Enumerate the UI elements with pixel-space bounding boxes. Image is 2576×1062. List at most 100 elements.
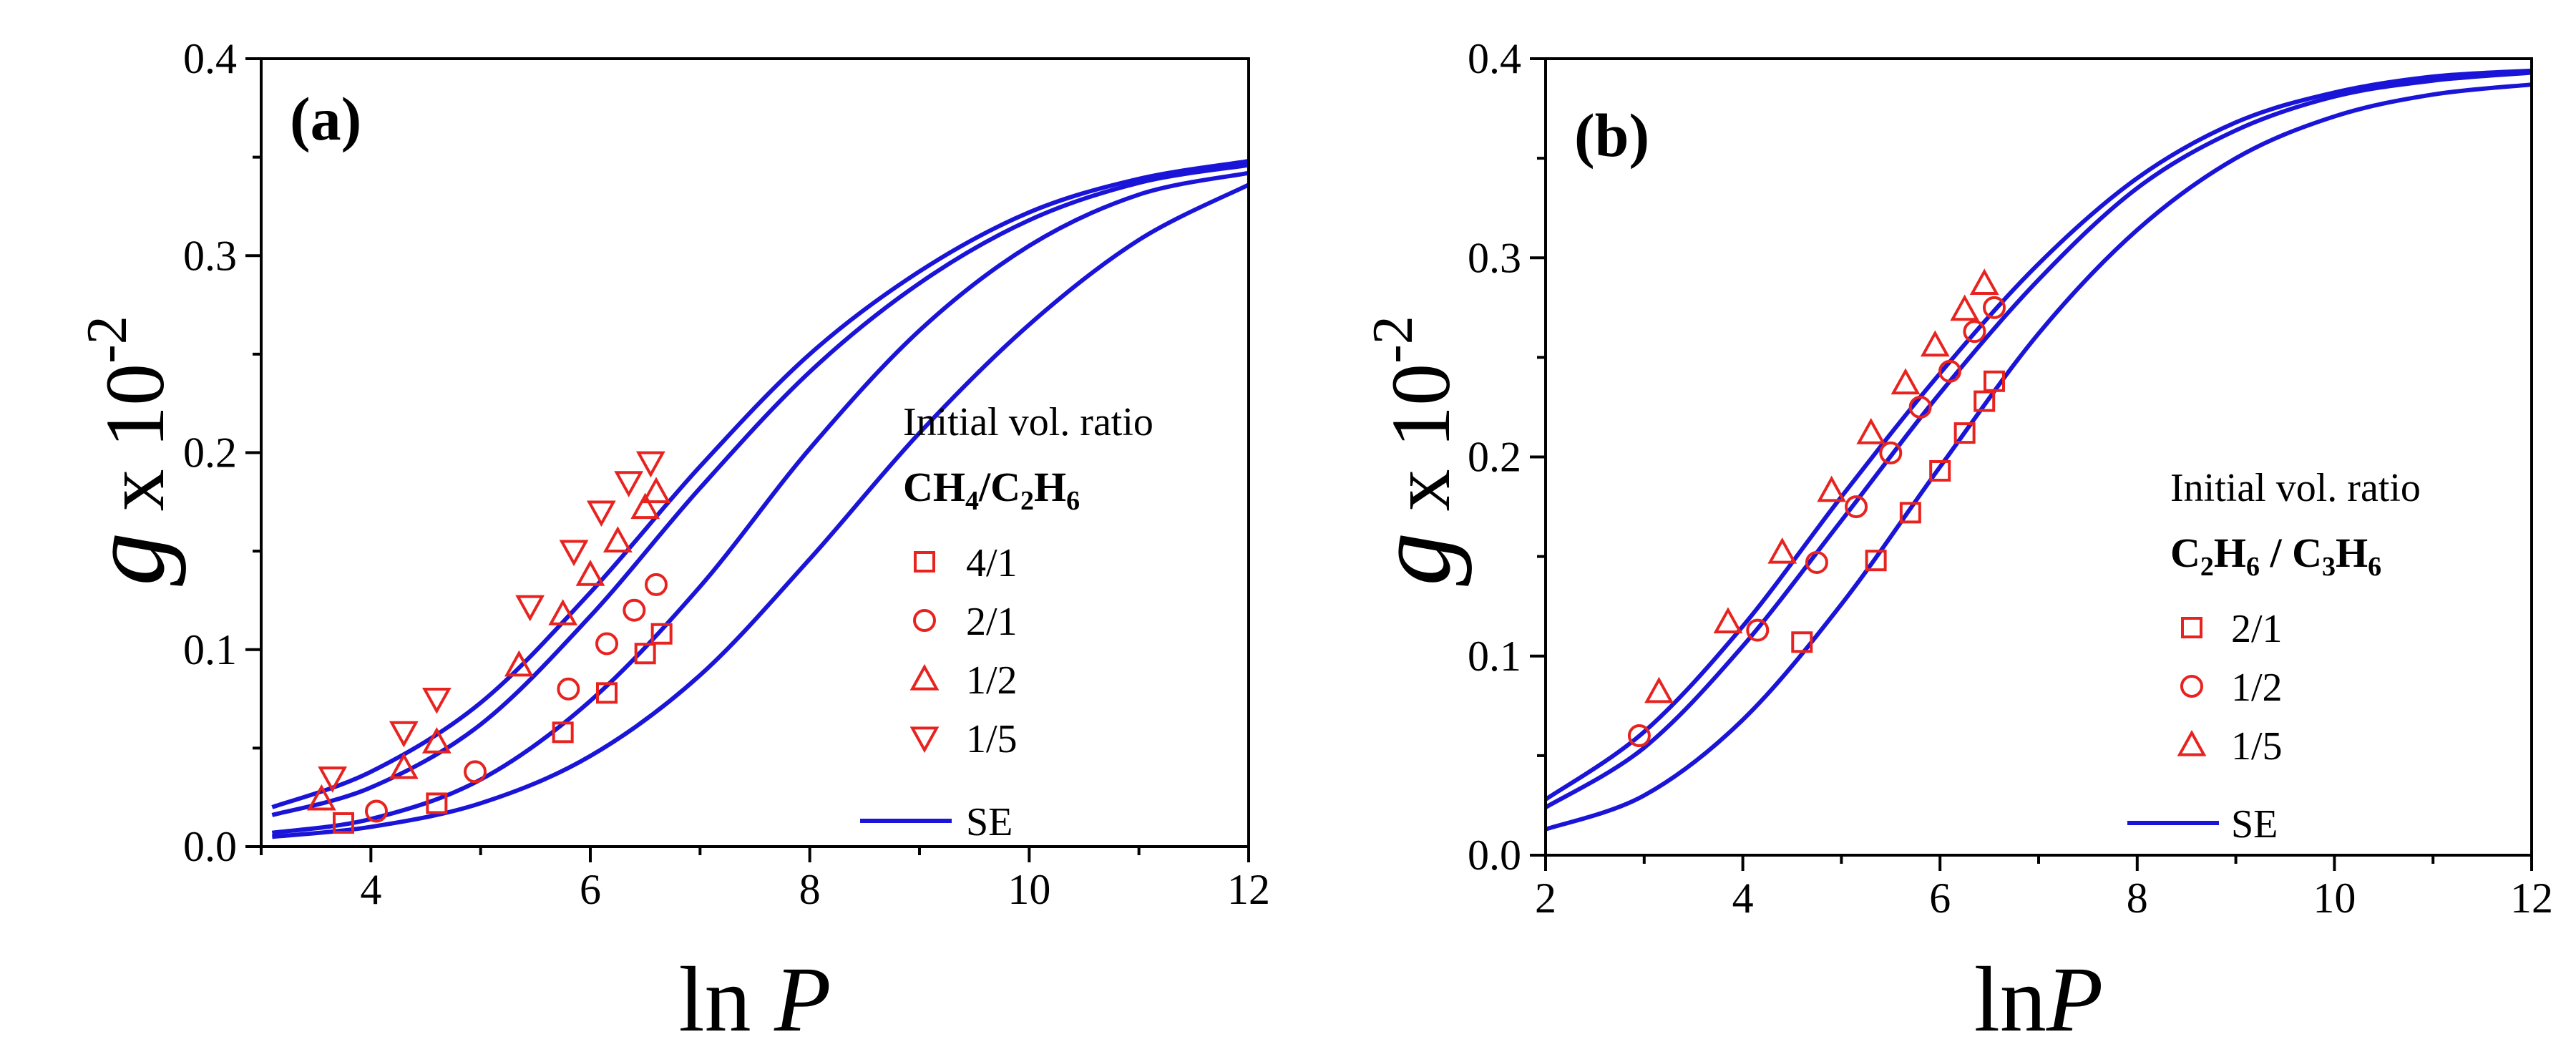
panel-a-legend-symbol-triangle-up xyxy=(909,663,940,691)
panel-a-point-triangle-up xyxy=(306,784,336,811)
panel-a-point-circle xyxy=(557,677,580,701)
panel-a-label: (a) xyxy=(290,84,361,153)
panel-b-point-circle xyxy=(1805,550,1828,574)
panel-b-legend-symbol-square xyxy=(2181,617,2202,638)
panel-a-y-tick-label: 0.4 xyxy=(183,35,237,82)
panel-b-point-triangle-up xyxy=(1920,330,1950,357)
panel-a-point-triangle-up xyxy=(641,477,671,504)
panel-a-y-tick-label: 0.3 xyxy=(183,232,237,279)
panel-b-point-circle xyxy=(1845,495,1868,519)
panel-a-point-triangle-down xyxy=(515,595,545,622)
panel-a-point-triangle-down xyxy=(586,500,616,527)
panel-a-legend-formula: CH4​/C2​H6​ xyxy=(903,464,1080,516)
panel-b-point-square xyxy=(1983,370,2005,392)
panel-a-x-axis-label: ln P xyxy=(678,948,831,1051)
panel-a-point-square xyxy=(650,623,673,645)
panel-a-point-circle xyxy=(623,598,646,622)
panel-b-legend-se-label: SE xyxy=(2231,802,2278,847)
panel-b-x-tick-label: 8 xyxy=(2127,875,2148,922)
panel-a-point-circle xyxy=(365,799,388,823)
panel-a-point-triangle-up xyxy=(548,599,578,625)
panel-b-point-square xyxy=(1953,422,1976,444)
panel-a-point-triangle-down xyxy=(389,721,419,748)
panel-b-point-circle xyxy=(1963,320,1986,344)
panel-b-point-square xyxy=(1899,502,1921,524)
panel-b-x-tick-label: 4 xyxy=(1732,875,1754,922)
panel-b-se-curve-1 xyxy=(1545,82,2532,832)
panel-b-point-triangle-up xyxy=(1644,676,1674,703)
panel-a-point-square xyxy=(333,812,354,834)
panel-b-x-tick-label: 6 xyxy=(1929,875,1951,922)
panel-b-y-tick-label: 0.2 xyxy=(1468,434,1521,481)
panel-b-x-tick-label: 10 xyxy=(2313,875,2356,922)
panel-b-se-curve-2 xyxy=(1544,70,2532,809)
panel-b-point-triangle-up xyxy=(1890,368,1921,395)
panel-a-x-tick-label: 10 xyxy=(1008,866,1050,913)
panel-b-point-circle xyxy=(1879,441,1903,464)
panel-a-y-tick-label: 0.1 xyxy=(183,626,237,673)
panel-a-legend-entry-label: 1/5 xyxy=(966,717,1018,761)
panel-b-point-circle xyxy=(1938,359,1961,383)
panel-b-point-circle xyxy=(1627,724,1651,748)
panel-b-y-tick-label: 0.4 xyxy=(1468,35,1521,82)
panel-a-legend-entry-label: 1/2 xyxy=(966,658,1018,703)
panel-a-point-triangle-down xyxy=(635,451,665,478)
panel-b-point-circle xyxy=(1908,395,1932,419)
panel-a-point-circle xyxy=(464,760,487,784)
panel-b-legend-formula: C2​H6​ / C3​H6​ xyxy=(2170,530,2381,582)
panel-a-x-tick-label: 12 xyxy=(1227,866,1270,913)
panel-a-x-tick-label: 8 xyxy=(799,866,821,913)
chart-panel-a: 4 6 8 10 12 0.0 0.1 0.2 0.3 0.4 (a) g x 10-2 ln P Ini… xyxy=(68,35,1270,1051)
panel-a-point-triangle-up xyxy=(389,752,419,779)
panel-b-legend-entry-label: 1/2 xyxy=(2231,666,2283,710)
panel-a-point-circle xyxy=(595,632,618,656)
panel-a-point-triangle-up xyxy=(630,492,660,520)
panel-a-point-square xyxy=(426,792,448,814)
panel-b-point-triangle-up xyxy=(1950,294,1980,321)
panel-b-point-square xyxy=(1929,459,1951,482)
panel-a-legend-entry-label: 4/1 xyxy=(966,541,1018,585)
panel-a-point-square xyxy=(552,721,574,744)
panel-a-point-triangle-down xyxy=(614,471,644,497)
panel-a-point-triangle-up xyxy=(575,560,605,586)
panel-a-se-curve-3 xyxy=(271,162,1249,817)
panel-a-point-triangle-down xyxy=(421,687,452,714)
panel-a-legend-symbol-square xyxy=(914,551,935,573)
panel-b-point-square xyxy=(1791,631,1813,653)
panel-b-legend-entry-label: 1/5 xyxy=(2231,724,2283,769)
panel-b-point-triangle-up xyxy=(1713,607,1743,634)
panel-a-point-triangle-down xyxy=(318,766,348,793)
panel-b-legend-title: Initial vol. ratio xyxy=(2170,466,2421,510)
panel-a-point-triangle-up xyxy=(504,650,534,677)
panel-b-point-triangle-up xyxy=(1767,537,1797,564)
panel-a-y-tick-label: 0.2 xyxy=(183,429,237,477)
panel-b-legend-symbol-triangle-up xyxy=(2177,729,2207,756)
panel-b-x-tick-label: 12 xyxy=(2510,875,2553,922)
panel-a-legend-title: Initial vol. ratio xyxy=(903,400,1153,444)
panel-b-x-axis-label: lnP xyxy=(1974,948,2104,1051)
panel-b-point-circle xyxy=(1746,618,1770,642)
panel-a-legend-symbol-triangle-down xyxy=(909,726,940,754)
panel-b-point-triangle-up xyxy=(1817,475,1847,502)
panel-a-x-tick-label: 4 xyxy=(360,866,381,913)
panel-b-point-triangle-up xyxy=(1969,268,1999,296)
panel-a-y-axis-label: g x 10-2 xyxy=(68,316,187,586)
panel-a-legend-se-label: SE xyxy=(966,800,1013,844)
panel-a-point-triangle-down xyxy=(559,540,589,567)
panel-a-point-square xyxy=(634,643,656,665)
chart-panel-b: 2 4 6 8 10 12 0.0 0.1 0.2 0.3 0.4 (b) g x 10-2 lnP Ini… xyxy=(1354,35,2553,1051)
panel-b-label: (b) xyxy=(1574,101,1649,170)
panel-a-x-tick-label: 6 xyxy=(580,866,601,913)
panel-b-y-tick-label: 0.3 xyxy=(1468,234,1521,281)
panel-a-y-tick-label: 0.0 xyxy=(183,823,237,870)
panel-b-legend-symbol-circle xyxy=(2180,675,2203,698)
panel-b-se-curve-3 xyxy=(1544,68,2532,802)
panel-a-point-triangle-up xyxy=(421,726,452,754)
panel-a-legend-entry-label: 2/1 xyxy=(966,600,1018,644)
panel-b-point-circle xyxy=(1982,296,2006,319)
panel-a-point-square xyxy=(596,682,618,704)
panel-a-point-circle xyxy=(645,573,668,596)
panel-b-x-tick-label: 2 xyxy=(1535,875,1556,922)
